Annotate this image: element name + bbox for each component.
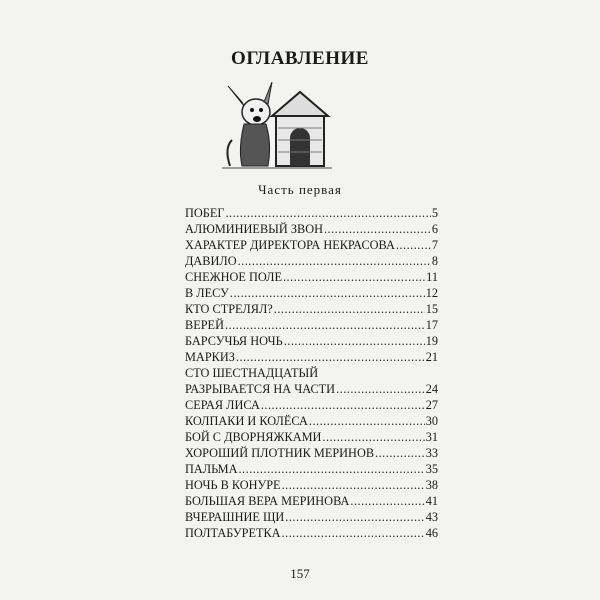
toc-entry-page: 15	[425, 302, 438, 316]
dot-leader	[375, 445, 425, 461]
toc-entry: НОЧЬ В КОНУРЕ 38	[185, 477, 438, 493]
toc-entry: БОЙ С ДВОРНЯЖКАМИ 31	[185, 429, 438, 445]
toc-entry-title: ВЕРЕЙ	[185, 318, 224, 332]
dot-leader	[283, 269, 425, 285]
toc-entry-page: 27	[425, 398, 438, 412]
toc-entry-title: СЕРАЯ ЛИСА	[185, 398, 260, 412]
toc-entry-title: РАЗРЫВАЕТСЯ НА ЧАСТИ	[185, 382, 336, 396]
toc-entry: СЕРАЯ ЛИСА 27	[185, 397, 438, 413]
dot-leader	[285, 509, 424, 525]
toc-entry: В ЛЕСУ 12	[185, 285, 438, 301]
toc-entry-page: 43	[425, 510, 438, 524]
toc-entry-page: 35	[425, 462, 438, 476]
toc-entry-title: НОЧЬ В КОНУРЕ	[185, 478, 281, 492]
dot-leader	[336, 381, 425, 397]
toc-entry-page: 17	[425, 318, 438, 332]
toc-entry-title: ХОРОШИЙ ПЛОТНИК МЕРИНОВ	[185, 446, 375, 460]
toc-entry-title: ВЧЕРАШНИЕ ЩИ	[185, 510, 285, 524]
toc-entry: РАЗРЫВАЕТСЯ НА ЧАСТИ 24	[185, 381, 438, 397]
dot-leader	[284, 333, 425, 349]
dot-leader	[322, 429, 424, 445]
toc-entry-page: 19	[425, 334, 438, 348]
toc-entry: ВЕРЕЙ 17	[185, 317, 438, 333]
toc-entry-title: СТО ШЕСТНАДЦАТЫЙ	[185, 366, 319, 380]
toc-entry-page: 12	[425, 286, 438, 300]
toc-entry-title: КОЛПАКИ И КОЛЁСА	[185, 414, 308, 428]
toc-entry: ПОБЕГ 5	[185, 205, 438, 221]
dot-leader	[225, 205, 430, 221]
toc-entry-page: 33	[425, 446, 438, 460]
toc-entry-page: 31	[425, 430, 438, 444]
toc-entry-page: 41	[425, 494, 438, 508]
dot-leader	[282, 525, 425, 541]
dot-leader	[324, 221, 431, 237]
toc-entry-page: 38	[425, 478, 438, 492]
toc-entry: ДАВИЛО 8	[185, 253, 438, 269]
toc-entry: КОЛПАКИ И КОЛЁСА 30	[185, 413, 438, 429]
toc-entry-title: ПОЛТАБУРЕТКА	[185, 526, 281, 540]
dot-leader	[230, 285, 425, 301]
toc-entry: МАРКИЗ 21	[185, 349, 438, 365]
dot-leader	[396, 237, 431, 253]
toc-entry-page: 6	[431, 222, 438, 236]
toc-entry-page: 30	[425, 414, 438, 428]
toc-entry-title: МАРКИЗ	[185, 350, 235, 364]
toc-entry: ХОРОШИЙ ПЛОТНИК МЕРИНОВ 33	[185, 445, 438, 461]
toc-entry: БАРСУЧЬЯ НОЧЬ 19	[185, 333, 438, 349]
toc-entry-page: 8	[431, 254, 438, 268]
toc-entry: ВЧЕРАШНИЕ ЩИ 43	[185, 509, 438, 525]
toc-entry-title: ПАЛЬМА	[185, 462, 238, 476]
toc-entry-page: 7	[431, 238, 438, 252]
dot-leader	[309, 413, 425, 429]
toc-entry-title: БАРСУЧЬЯ НОЧЬ	[185, 334, 283, 348]
toc-entry-page: 24	[425, 382, 438, 396]
toc-entry-title: ХАРАКТЕР ДИРЕКТОРА НЕКРАСОВА	[185, 238, 395, 252]
toc-entry: АЛЮМИНИЕВЫЙ ЗВОН 6	[185, 221, 438, 237]
page-title: ОГЛАВЛЕНИЕ	[231, 48, 369, 69]
toc-entry: ПАЛЬМА 35	[185, 461, 438, 477]
page-number: 157	[290, 566, 310, 581]
dot-leader	[282, 477, 425, 493]
toc-entry: СТО ШЕСТНАДЦАТЫЙ	[185, 365, 438, 381]
toc-entry-title: В ЛЕСУ	[185, 286, 229, 300]
toc-entry-title: АЛЮМИНИЕВЫЙ ЗВОН	[185, 222, 323, 236]
toc-entry-page: 11	[426, 270, 438, 284]
toc-entry: СНЕЖНОЕ ПОЛЕ 11	[185, 269, 438, 285]
dot-leader	[261, 397, 425, 413]
toc-entry-page: 21	[425, 350, 438, 364]
toc-entry-title: КТО СТРЕЛЯЛ?	[185, 302, 273, 316]
toc-entry: ПОЛТАБУРЕТКА 46	[185, 525, 438, 541]
toc-entry-title: ПОБЕГ	[185, 206, 225, 220]
toc-entry-title: ДАВИЛО	[185, 254, 237, 268]
toc-entry-page: 5	[431, 206, 438, 220]
dot-leader	[238, 461, 424, 477]
toc-entry-title: СНЕЖНОЕ ПОЛЕ	[185, 270, 282, 284]
table-of-contents: ПОБЕГ5АЛЮМИНИЕВЫЙ ЗВОН6ХАРАКТЕР ДИРЕКТОР…	[185, 205, 438, 541]
dot-leader	[225, 317, 425, 333]
dog-and-doghouse-illustration	[222, 81, 332, 169]
toc-entry-page: 46	[425, 526, 438, 540]
dot-leader	[274, 301, 425, 317]
toc-entry: ХАРАКТЕР ДИРЕКТОРА НЕКРАСОВА 7	[185, 237, 438, 253]
dot-leader	[238, 253, 431, 269]
dot-leader	[236, 349, 425, 365]
toc-entry: БОЛЬШАЯ ВЕРА МЕРИНОВА 41	[185, 493, 438, 509]
toc-entry-title: БОЙ С ДВОРНЯЖКАМИ	[185, 430, 322, 444]
toc-entry-title: БОЛЬШАЯ ВЕРА МЕРИНОВА	[185, 494, 350, 508]
part-heading: Часть первая	[258, 182, 342, 197]
toc-entry: КТО СТРЕЛЯЛ? 15	[185, 301, 438, 317]
dot-leader	[350, 493, 424, 509]
